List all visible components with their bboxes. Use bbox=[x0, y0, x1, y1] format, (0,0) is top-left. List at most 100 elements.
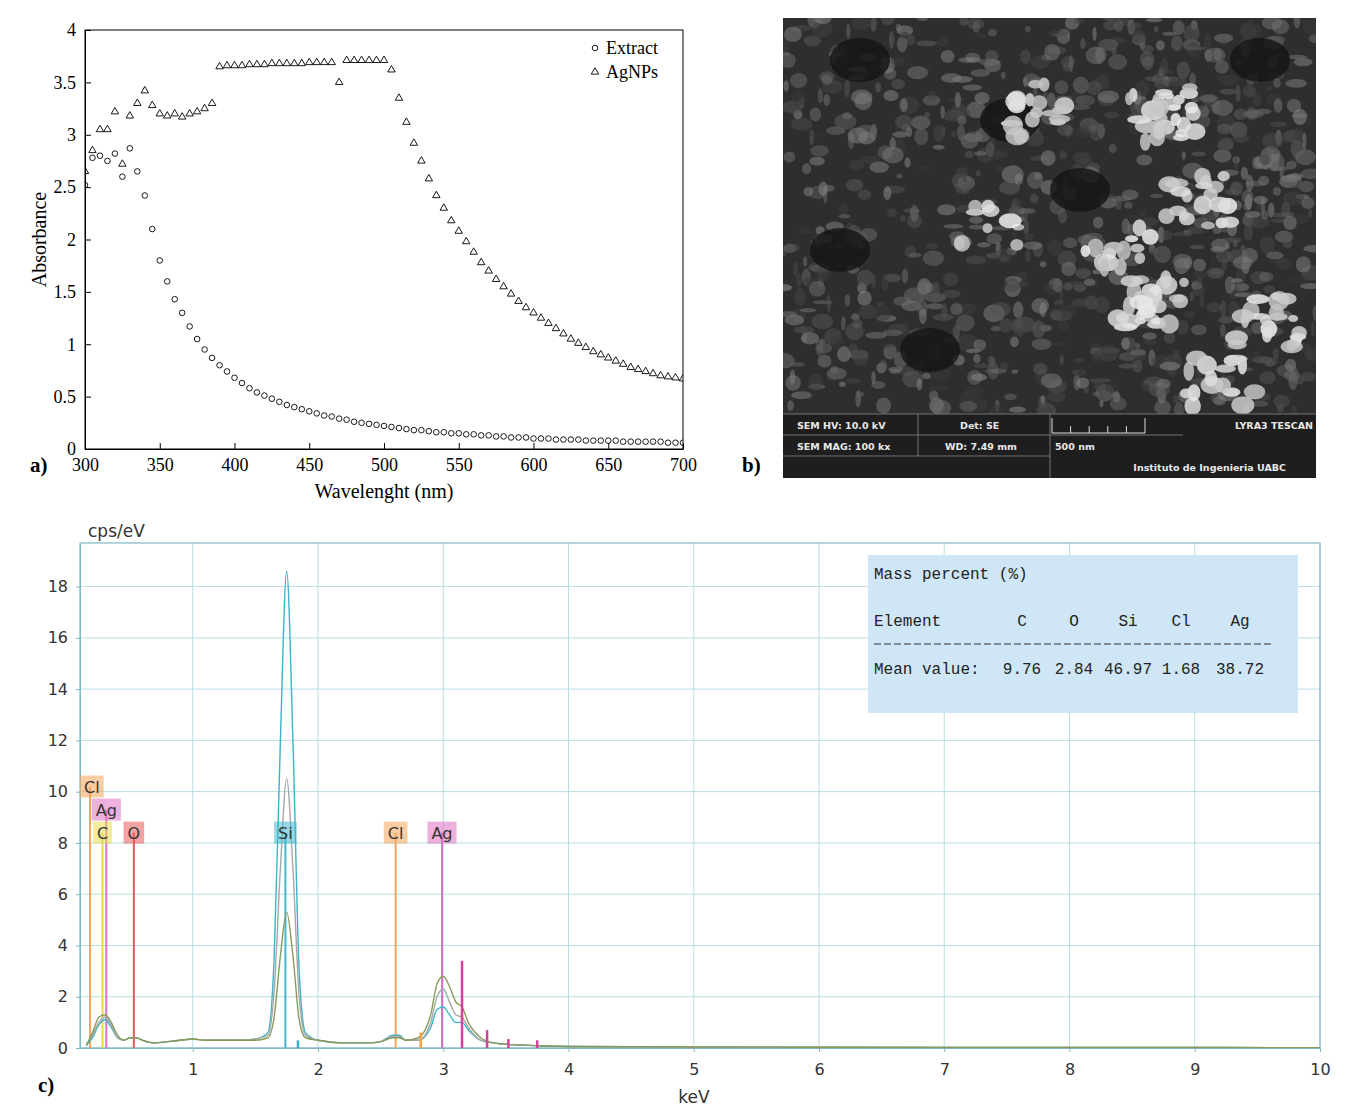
sem-grain bbox=[1047, 391, 1066, 402]
sem-grain bbox=[849, 343, 858, 354]
sem-grain bbox=[1124, 202, 1133, 209]
tick-label: 600 bbox=[521, 455, 548, 475]
sem-grain bbox=[1009, 407, 1026, 413]
sem-grain bbox=[911, 116, 931, 130]
data-point bbox=[96, 125, 103, 131]
data-point bbox=[553, 437, 559, 443]
sem-grain bbox=[1246, 109, 1258, 118]
sem-grain bbox=[1265, 361, 1276, 367]
data-point bbox=[320, 58, 327, 64]
sem-particle bbox=[1160, 314, 1179, 333]
tick: 400 bbox=[222, 443, 249, 475]
tick: 600 bbox=[521, 443, 548, 475]
grid-line bbox=[317, 543, 318, 1048]
data-point bbox=[292, 404, 298, 410]
sem-grain bbox=[896, 24, 902, 31]
data-point bbox=[291, 59, 298, 65]
data-point bbox=[628, 439, 634, 445]
table-text: Mass percent (%) bbox=[874, 566, 1028, 584]
sem-grain bbox=[1110, 397, 1127, 410]
panel-a: 30035040045050055060065070000.511.522.53… bbox=[28, 20, 697, 503]
data-point bbox=[470, 248, 477, 254]
data-point bbox=[112, 151, 118, 157]
data-point bbox=[590, 347, 597, 353]
scale-bar-tick bbox=[1052, 418, 1053, 433]
tick-label: 3 bbox=[67, 125, 76, 145]
sem-grain bbox=[957, 125, 965, 141]
element-label-text: Si bbox=[278, 824, 293, 843]
data-point bbox=[463, 237, 470, 243]
sem-grain bbox=[1074, 18, 1085, 24]
data-point bbox=[216, 62, 223, 68]
sem-grain bbox=[1041, 150, 1056, 166]
table-value: 2.84 bbox=[1055, 661, 1093, 679]
figure: 30035040045050055060065070000.511.522.53… bbox=[0, 0, 1355, 1112]
sem-grain bbox=[927, 91, 936, 101]
sem-grain bbox=[955, 181, 969, 194]
element-label-box bbox=[274, 822, 297, 844]
tick-label: 4 bbox=[67, 20, 76, 40]
tick-mark bbox=[1195, 1048, 1196, 1052]
sem-particle bbox=[1081, 245, 1091, 257]
sem-particle bbox=[1201, 221, 1215, 229]
panel-label: c) bbox=[38, 1073, 54, 1097]
sem-grain bbox=[1033, 363, 1048, 375]
sem-grain bbox=[1301, 169, 1316, 179]
tick-mark bbox=[459, 443, 460, 449]
data-point bbox=[396, 425, 402, 431]
legend: ExtractAgNPs bbox=[591, 38, 658, 82]
table-value: 1.68 bbox=[1162, 661, 1200, 679]
sem-grain bbox=[1084, 387, 1089, 393]
tick-label: 700 bbox=[670, 455, 697, 475]
data-point bbox=[508, 435, 514, 441]
sem-grain bbox=[973, 21, 980, 33]
sem-grain bbox=[839, 382, 846, 387]
sem-grain bbox=[971, 374, 987, 381]
data-point bbox=[485, 267, 492, 273]
sem-grain bbox=[1114, 20, 1124, 32]
sem-grain bbox=[1047, 239, 1061, 255]
tick-label: 18 bbox=[48, 577, 68, 596]
x-axis-title: keV bbox=[678, 1087, 710, 1107]
data-point bbox=[126, 112, 133, 118]
sem-grain bbox=[821, 74, 832, 85]
data-point bbox=[171, 110, 178, 116]
sem-grain bbox=[818, 88, 823, 103]
sem-grain bbox=[1182, 151, 1186, 159]
sem-particle bbox=[1170, 113, 1180, 126]
sem-grain bbox=[1030, 194, 1038, 204]
tick-mark bbox=[235, 443, 236, 449]
sem-grain bbox=[1057, 125, 1074, 136]
sem-grain bbox=[1308, 209, 1312, 218]
tick: 6 bbox=[58, 885, 80, 904]
sem-grain bbox=[1040, 261, 1046, 267]
tick: 1.5 bbox=[54, 282, 92, 302]
sem-grain bbox=[1190, 291, 1194, 301]
sem-grain bbox=[827, 368, 847, 380]
sem-grain bbox=[1286, 161, 1296, 170]
data-point bbox=[568, 437, 574, 443]
sem-grain bbox=[1010, 337, 1019, 348]
sem-grain bbox=[793, 261, 798, 277]
stem bbox=[486, 1030, 489, 1048]
tick-label: 14 bbox=[48, 680, 68, 699]
tick-label: 0.5 bbox=[54, 387, 77, 407]
sem-grain bbox=[1288, 372, 1297, 390]
tick-mark bbox=[568, 1048, 569, 1052]
data-point bbox=[156, 110, 163, 116]
sem-grain bbox=[1185, 46, 1206, 50]
sem-grain bbox=[810, 107, 822, 121]
sem-grain bbox=[1143, 332, 1157, 339]
data-point bbox=[605, 354, 612, 360]
sem-grain bbox=[937, 204, 956, 215]
data-point bbox=[478, 433, 484, 439]
tick-mark bbox=[309, 443, 310, 449]
axis-line bbox=[81, 1048, 1321, 1049]
data-point bbox=[591, 438, 597, 444]
sem-grain bbox=[1220, 300, 1226, 317]
sem-grain bbox=[900, 98, 908, 112]
tick-mark bbox=[443, 1048, 444, 1052]
sem-particle bbox=[1133, 219, 1147, 236]
sem-grain bbox=[1304, 348, 1316, 361]
data-point bbox=[85, 182, 88, 188]
